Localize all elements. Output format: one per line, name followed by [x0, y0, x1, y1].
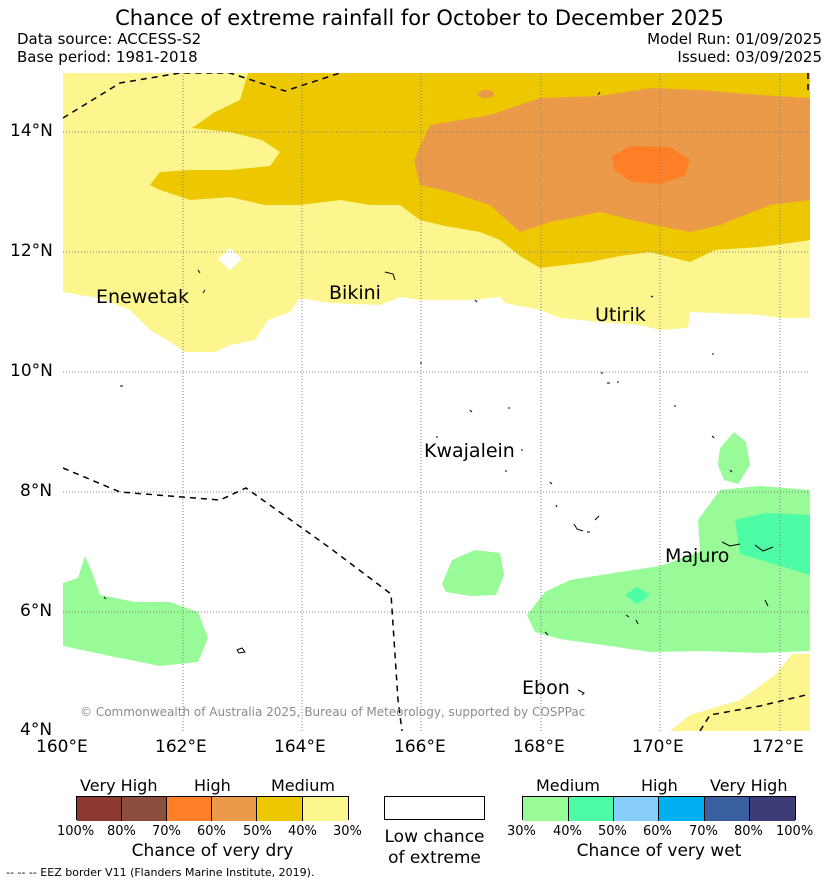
copyright-credit: © Commonwealth of Australia 2025, Bureau… — [80, 705, 586, 719]
place-bikini: Bikini — [329, 282, 381, 304]
base-period: Base period: 1981-2018 — [17, 48, 198, 66]
dry-tick-70: 70% — [152, 824, 181, 839]
wet-central-region — [442, 550, 504, 596]
dry-very-high-core — [612, 146, 690, 184]
dry-caption: Chance of very dry — [131, 841, 294, 861]
wet-west-region — [63, 556, 208, 666]
lat-label-12n: 12°N — [10, 241, 53, 261]
dry-swatch-3 — [167, 797, 212, 821]
dry-high-region — [414, 88, 810, 232]
place-kwajalein: Kwajalein — [424, 440, 515, 462]
wet-group-high: High — [641, 776, 678, 795]
wet-swatch-3 — [614, 797, 659, 821]
dry-tick-60: 60% — [197, 824, 226, 839]
eez-footnote: -- -- -- EEZ border V11 (Flanders Marine… — [6, 866, 315, 879]
lon-label-170e: 170°E — [632, 737, 684, 757]
dry-group-high: High — [194, 776, 231, 795]
dry-tick-50: 50% — [243, 824, 272, 839]
lon-label-162e: 162°E — [155, 737, 207, 757]
dry-swatch-1 — [77, 797, 122, 821]
dry-tick-100: 100% — [57, 824, 95, 839]
low-chance-caption-2: of extreme — [388, 848, 481, 868]
dry-colorbar — [76, 796, 349, 821]
dry-tick-80: 80% — [107, 824, 136, 839]
lon-label-166e: 166°E — [394, 737, 446, 757]
wet-tick-40: 40% — [553, 824, 582, 839]
wet-swatch-2 — [569, 797, 614, 821]
lon-label-160e: 160°E — [36, 737, 88, 757]
lat-label-10n: 10°N — [10, 361, 53, 381]
dry-tick-30: 30% — [333, 824, 362, 839]
dry-group-medium: Medium — [271, 776, 335, 795]
place-majuro: Majuro — [665, 545, 730, 567]
lat-label-4n: 4°N — [20, 720, 53, 740]
low-chance-caption-1: Low chance — [384, 827, 485, 847]
low-chance-swatch — [384, 796, 485, 820]
place-ebon: Ebon — [522, 677, 570, 699]
wet-group-medium: Medium — [536, 776, 600, 795]
lon-label-168e: 168°E — [513, 737, 565, 757]
place-enewetak: Enewetak — [96, 286, 190, 308]
lon-label-164e: 164°E — [274, 737, 326, 757]
wet-swatch-5 — [705, 797, 750, 821]
wet-tick-80: 80% — [734, 824, 763, 839]
wet-caption: Chance of very wet — [576, 841, 742, 861]
dry-swatch-6 — [303, 797, 348, 821]
wet-group-very-high: Very High — [710, 776, 788, 795]
wet-north-blob — [718, 432, 750, 484]
map-title: Chance of extreme rainfall for October t… — [115, 6, 724, 30]
rainfall-map — [63, 73, 810, 731]
wet-tick-50: 50% — [598, 824, 627, 839]
wet-high-region — [735, 513, 810, 575]
dry-swatch-5 — [257, 797, 303, 821]
wet-colorbar — [522, 796, 796, 821]
wet-swatch-6 — [750, 797, 795, 821]
wet-tick-100: 100% — [776, 824, 814, 839]
model-run: Model Run: 01/09/2025 — [647, 30, 822, 48]
dry-group-very-high: Very High — [80, 776, 158, 795]
lat-label-14n: 14°N — [10, 121, 53, 141]
island-outlines — [103, 91, 774, 696]
white-patch — [218, 248, 242, 270]
lat-label-6n: 6°N — [20, 601, 53, 621]
wet-tick-30: 30% — [507, 824, 536, 839]
eez-border — [63, 73, 810, 731]
dry-southeast-region — [670, 654, 810, 731]
wet-swatch-1 — [523, 797, 569, 821]
lat-label-8n: 8°N — [20, 481, 53, 501]
issued-date: Issued: 03/09/2025 — [677, 48, 822, 66]
place-utirik: Utirik — [595, 304, 646, 326]
dry-swatch-4 — [212, 797, 257, 821]
wet-swatch-4 — [659, 797, 705, 821]
wet-high-spot — [625, 587, 650, 604]
data-source: Data source: ACCESS-S2 — [17, 30, 202, 48]
dry-swatch-2 — [122, 797, 167, 821]
wet-tick-60: 60% — [643, 824, 672, 839]
dry-tick-40: 40% — [288, 824, 317, 839]
lon-label-172e: 172°E — [752, 737, 804, 757]
wet-tick-70: 70% — [689, 824, 718, 839]
